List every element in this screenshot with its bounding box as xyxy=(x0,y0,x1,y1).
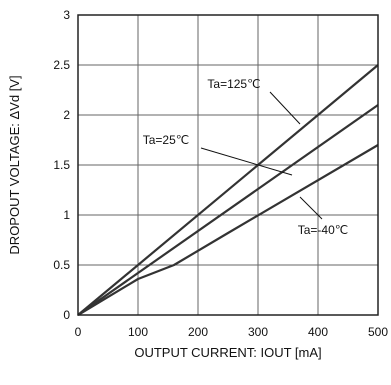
annotation-ta-40: Ta=-40℃ xyxy=(298,223,349,237)
y-tick-label: 2 xyxy=(63,108,70,122)
annotation-leader-ta125 xyxy=(269,91,301,125)
x-tick-label: 300 xyxy=(248,325,268,339)
x-tick-label: 100 xyxy=(128,325,148,339)
annotation-leader-ta25 xyxy=(200,147,293,176)
y-tick-label: 3 xyxy=(63,8,70,22)
y-tick-label: 0.5 xyxy=(53,258,70,272)
annotation-ta25: Ta=25℃ xyxy=(143,133,190,147)
x-tick-label: 400 xyxy=(308,325,328,339)
y-axis-title: DROPOUT VOLTAGE: ΔVd [V] xyxy=(7,75,22,254)
series-lines xyxy=(77,64,379,316)
series-line-1 xyxy=(77,104,379,316)
series-line-2 xyxy=(77,144,379,316)
annotation-ta125: Ta=125℃ xyxy=(207,77,260,91)
x-tick-label: 200 xyxy=(188,325,208,339)
y-tick-label: 0 xyxy=(63,308,70,322)
y-tick-label: 1 xyxy=(63,208,70,222)
y-tick-label: 1.5 xyxy=(53,158,70,172)
x-axis-title: OUTPUT CURRENT: IOUT [mA] xyxy=(134,345,321,360)
series-line-0 xyxy=(77,64,379,316)
x-tick-label: 500 xyxy=(368,325,388,339)
tick-labels: 0 100 200 300 400 500 0 0.5 1 1.5 2 2.5 3 xyxy=(53,8,388,339)
y-tick-label: 2.5 xyxy=(53,58,70,72)
annotation-leader-ta-40 xyxy=(299,196,323,220)
x-tick-label: 0 xyxy=(75,325,82,339)
plot-area-frame xyxy=(77,14,379,316)
grid-lines xyxy=(78,15,378,315)
annotations: Ta=125℃ Ta=25℃ Ta=-40℃ xyxy=(143,77,349,237)
